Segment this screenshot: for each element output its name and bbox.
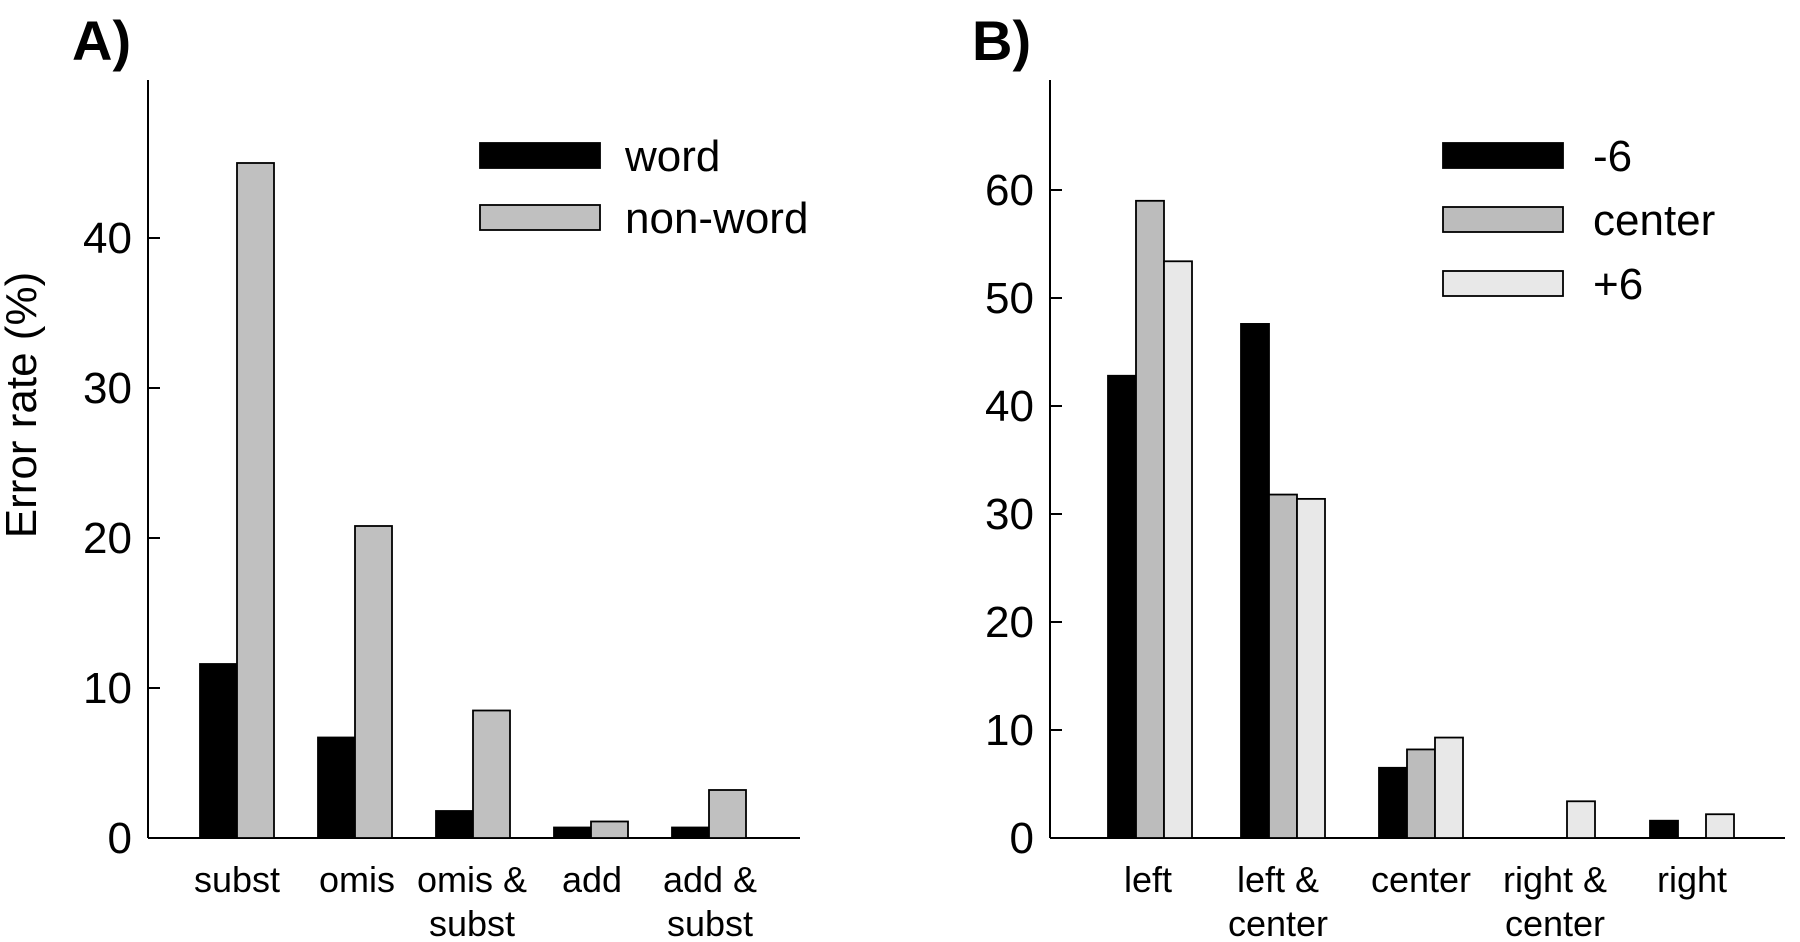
legend-swatch	[1442, 142, 1564, 169]
chart-panel-a: A) 0 10 20 30 40 Error rate (%) subst omis omis &…	[0, 9, 808, 942]
x-category-label: center	[1371, 859, 1471, 900]
bar-nonword-2	[472, 709, 511, 839]
y-tick-label: 40	[985, 382, 1034, 431]
x-category-label: center	[1505, 903, 1605, 942]
y-tick-label: 10	[985, 706, 1034, 755]
legend-swatch	[479, 204, 601, 231]
x-category-label: right	[1657, 859, 1727, 900]
bar-word-0	[199, 663, 238, 839]
legend-swatch	[1442, 270, 1564, 297]
y-axis-label: Error rate (%)	[0, 272, 46, 538]
x-category-label: omis &	[417, 859, 527, 900]
bar-6-4	[1649, 819, 1679, 839]
y-tick-label: 0	[108, 814, 132, 863]
x-category-label: subst	[194, 859, 280, 900]
bar-6-2	[1378, 766, 1408, 839]
y-tick-label: 50	[985, 274, 1034, 323]
y-tick-label: 10	[83, 664, 132, 713]
x-category-label: subst	[429, 903, 515, 942]
bar-6-4	[1705, 813, 1735, 839]
bar-6-1	[1296, 497, 1326, 839]
bar-nonword-0	[236, 162, 275, 839]
bar-nonword-1	[354, 525, 393, 839]
legend: -6 center +6	[1442, 132, 1715, 309]
bar-nonword-4	[708, 789, 747, 839]
x-category-label: add &	[663, 859, 757, 900]
legend-label: non-word	[625, 194, 808, 243]
bar-6-0	[1163, 260, 1193, 839]
bar-center-0	[1135, 199, 1165, 839]
bar-word-4	[671, 826, 710, 839]
bar-center-1	[1268, 493, 1298, 839]
x-category-label: center	[1228, 903, 1328, 942]
bar-word-2	[435, 810, 474, 839]
x-category-label: omis	[319, 859, 395, 900]
legend: word non-word	[479, 132, 808, 243]
x-category-label: left &	[1237, 859, 1319, 900]
bar-6-2	[1434, 736, 1464, 839]
legend-label: +6	[1593, 260, 1643, 309]
bar-6-1	[1240, 323, 1270, 839]
legend-label: word	[624, 132, 720, 181]
bar-6-3	[1566, 800, 1596, 839]
bar-6-0	[1107, 374, 1137, 839]
y-tick-label: 20	[83, 514, 132, 563]
legend-label: -6	[1593, 132, 1632, 181]
y-tick-label: 60	[985, 166, 1034, 215]
y-tick-label: 20	[985, 598, 1034, 647]
x-category-label: left	[1124, 859, 1172, 900]
bar-word-1	[317, 736, 356, 839]
bar-word-3	[553, 826, 592, 839]
y-tick-label: 0	[1010, 814, 1034, 863]
legend-swatch	[479, 142, 601, 169]
y-tick-label: 40	[83, 214, 132, 263]
x-category-label: right &	[1503, 859, 1607, 900]
y-tick-label: 30	[83, 364, 132, 413]
bar-center-2	[1406, 748, 1436, 839]
panel-label: A)	[72, 9, 131, 72]
legend-swatch	[1442, 206, 1564, 233]
panel-label: B)	[972, 9, 1031, 72]
bar-nonword-3	[590, 820, 629, 839]
y-tick-label: 30	[985, 490, 1034, 539]
x-category-label: add	[562, 859, 622, 900]
legend-label: center	[1593, 196, 1715, 245]
x-category-label: subst	[667, 903, 753, 942]
